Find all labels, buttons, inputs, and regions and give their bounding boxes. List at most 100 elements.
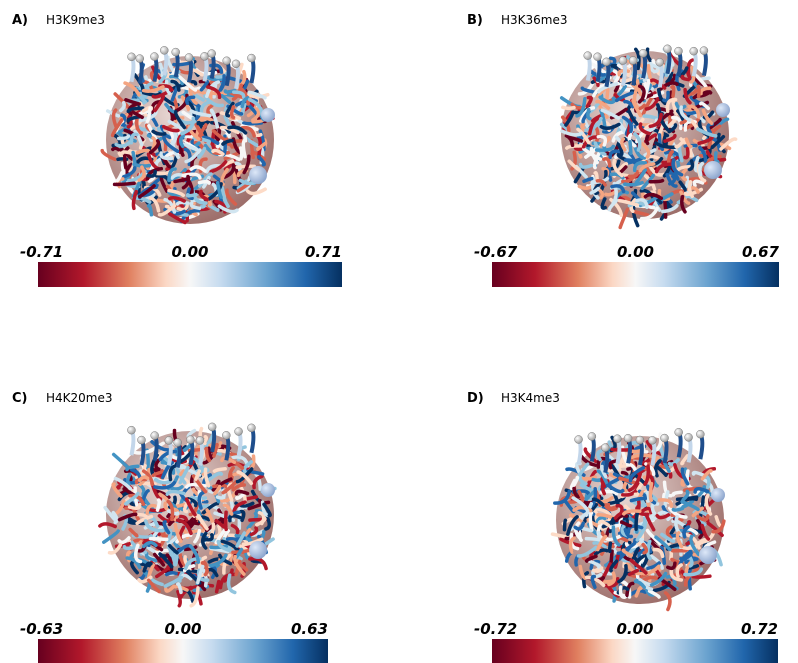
chromatin-fiber xyxy=(680,454,690,466)
chromatin-fiber xyxy=(183,147,192,167)
chromatin-fiber xyxy=(623,158,637,164)
centromere-node xyxy=(699,546,717,564)
chromatin-fiber xyxy=(670,189,687,195)
chromatin-fiber xyxy=(120,113,127,127)
chromatin-fiber xyxy=(145,106,152,124)
chromatin-fiber xyxy=(180,573,193,581)
chromatin-fiber xyxy=(100,148,117,162)
chromatin-fiber xyxy=(617,198,640,207)
chromatin-fiber xyxy=(713,151,720,164)
chromatin-fiber xyxy=(167,167,177,183)
chromatin-fiber xyxy=(600,197,607,210)
chromatin-fiber xyxy=(682,525,690,539)
chromatin-fiber xyxy=(561,105,576,111)
chromatin-fiber xyxy=(202,533,214,542)
chromatin-fiber xyxy=(627,472,642,492)
chromatin-fiber xyxy=(612,158,624,178)
chromatin-fiber xyxy=(596,530,601,545)
chromatin-fiber xyxy=(667,506,688,519)
chromatin-fiber xyxy=(142,540,158,549)
chromatin-fiber xyxy=(158,449,178,462)
chromatin-fiber xyxy=(654,535,672,552)
chromatin-fiber xyxy=(200,531,208,550)
chromatin-fiber xyxy=(212,524,222,539)
chromatin-fiber xyxy=(693,76,713,89)
chromatin-fiber xyxy=(656,88,667,106)
chromatin-fiber xyxy=(692,89,713,100)
chromatin-fiber xyxy=(622,480,629,493)
chromatin-fiber xyxy=(608,149,622,160)
chromatin-fiber xyxy=(593,548,609,556)
chromatin-fiber xyxy=(687,159,695,172)
telomere-node xyxy=(660,433,669,443)
chromatin-fiber xyxy=(160,460,174,480)
chromatin-fiber xyxy=(620,137,627,152)
chromatin-fiber xyxy=(117,536,131,545)
chromatin-fiber xyxy=(126,106,145,114)
chromatin-fiber xyxy=(123,81,141,97)
chromatin-fiber xyxy=(234,489,250,496)
chromatin-fiber xyxy=(614,513,629,523)
chromatin-fiber xyxy=(616,142,624,158)
panel-title: H3K9me3 xyxy=(46,13,105,27)
chromatin-fiber xyxy=(214,579,221,594)
chromatin-fiber xyxy=(646,64,656,86)
chromatin-fiber xyxy=(168,195,186,203)
telomere-node xyxy=(186,435,195,444)
chromatin-fiber xyxy=(698,145,708,164)
chromatin-fiber xyxy=(111,108,118,129)
telomere-node xyxy=(222,431,231,440)
colorbar xyxy=(38,639,328,663)
chromatin-fiber xyxy=(229,105,236,120)
chromatin-fiber xyxy=(255,516,267,527)
chromatin-fiber xyxy=(264,514,272,531)
chromatin-fiber xyxy=(190,495,208,501)
chromatin-fiber xyxy=(234,559,242,577)
chromatin-fiber xyxy=(153,480,177,490)
chromatin-fiber xyxy=(209,108,220,129)
chromatin-fiber xyxy=(141,469,154,487)
chromatin-fiber xyxy=(683,87,692,105)
panel: D) H3K4me3 -0.72 0.00 0.72 xyxy=(467,391,778,663)
chromatin-fiber xyxy=(576,545,598,558)
chromatin-fiber xyxy=(607,484,625,494)
chromatin-fiber xyxy=(103,505,117,522)
colorbar-mid: 0.00 xyxy=(171,243,208,261)
telomere-node xyxy=(648,436,657,445)
chromatin-fiber xyxy=(197,490,205,510)
chromatin-fiber xyxy=(618,207,630,230)
chromatin-fiber xyxy=(175,200,190,206)
chromatin-fiber xyxy=(590,176,600,200)
chromatin-fiber xyxy=(239,509,246,523)
chromatin-fiber xyxy=(130,476,146,493)
telomere-node xyxy=(587,432,597,441)
chromatin-fiber xyxy=(687,180,694,199)
chromatin-fiber xyxy=(643,148,657,157)
chromatin-fiber xyxy=(175,518,193,536)
chromatin-fiber xyxy=(591,497,605,507)
chromatin-fiber xyxy=(566,515,579,536)
chromatin-fiber xyxy=(241,537,264,547)
chromatin-fiber xyxy=(698,495,706,518)
chromatin-fiber xyxy=(710,124,722,135)
chromatin-fiber xyxy=(568,536,576,554)
chromatin-fiber xyxy=(579,454,598,467)
centromere-node xyxy=(261,108,275,122)
chromatin-fiber xyxy=(141,489,150,503)
chromatin-fiber xyxy=(670,512,684,522)
chromatin-fiber xyxy=(603,577,620,588)
chromatin-fiber xyxy=(635,78,643,97)
chromatin-fiber xyxy=(238,146,244,161)
chromatin-fiber xyxy=(634,47,641,71)
telomere-node xyxy=(655,58,664,67)
chromatin-fiber xyxy=(176,582,183,595)
chromatin-fiber xyxy=(235,531,247,548)
centromere-node xyxy=(249,541,267,559)
chromatin-fiber xyxy=(663,133,677,143)
chromatin-fiber xyxy=(632,85,640,109)
chromatin-fiber xyxy=(207,203,220,212)
chromatin-fiber xyxy=(216,539,236,554)
chromatin-fiber xyxy=(596,469,609,485)
colorbar-max: 0.71 xyxy=(305,243,342,261)
chromatin-fiber xyxy=(653,459,662,478)
